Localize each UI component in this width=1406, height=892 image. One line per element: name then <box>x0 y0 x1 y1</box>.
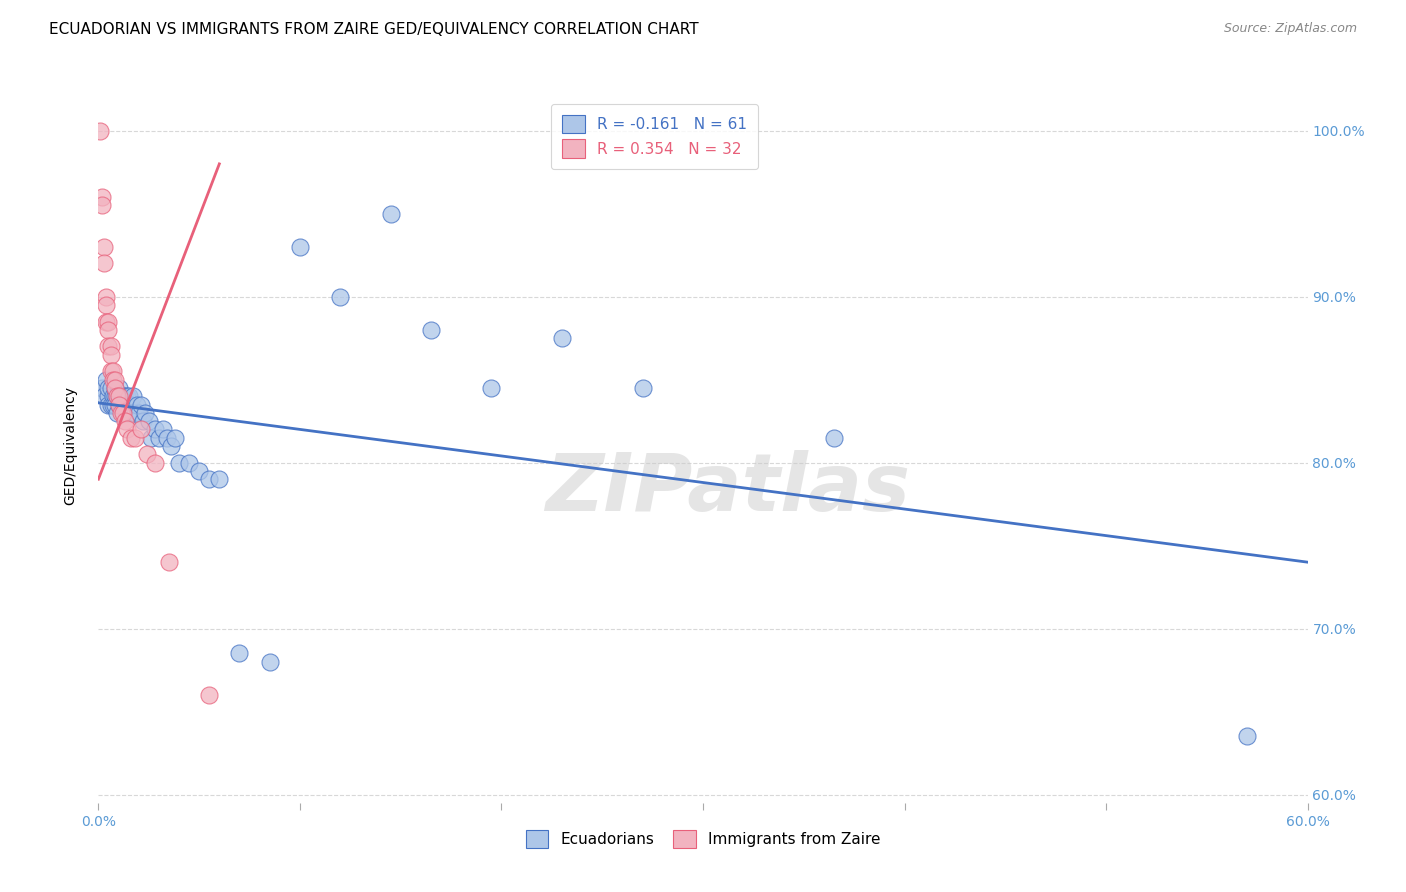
Point <box>135 447 157 461</box>
Point <box>96 290 118 304</box>
Point <box>110 406 132 420</box>
Point <box>103 381 125 395</box>
Point <box>107 389 129 403</box>
Point <box>329 290 352 304</box>
Point <box>121 389 143 403</box>
Point <box>228 647 250 661</box>
Point <box>101 373 124 387</box>
Point <box>288 240 311 254</box>
Point <box>110 397 132 411</box>
Point <box>188 464 211 478</box>
Point <box>107 397 129 411</box>
Point <box>160 439 183 453</box>
Point <box>420 323 443 337</box>
Point <box>129 397 152 411</box>
Point <box>100 348 122 362</box>
Y-axis label: GED/Equivalency: GED/Equivalency <box>63 386 77 506</box>
Point <box>105 406 128 420</box>
Point <box>103 389 125 403</box>
Text: Source: ZipAtlas.com: Source: ZipAtlas.com <box>1223 22 1357 36</box>
Point <box>97 389 120 403</box>
Text: ZIPatlas: ZIPatlas <box>544 450 910 528</box>
Point <box>105 389 128 403</box>
Point <box>96 298 118 312</box>
Point <box>120 431 142 445</box>
Point <box>93 240 115 254</box>
Point <box>121 406 143 420</box>
Point <box>111 389 134 403</box>
Point <box>97 397 120 411</box>
Point <box>101 397 124 411</box>
Point <box>118 389 141 403</box>
Point <box>132 414 155 428</box>
Point <box>208 472 231 486</box>
Point <box>96 314 118 328</box>
Point <box>103 373 125 387</box>
Point <box>100 397 122 411</box>
Point <box>156 431 179 445</box>
Point <box>631 381 654 395</box>
Point <box>101 389 124 403</box>
Point <box>198 472 221 486</box>
Point <box>138 414 160 428</box>
Point <box>157 555 180 569</box>
Point <box>114 397 136 411</box>
Point <box>93 256 115 270</box>
Point <box>823 431 845 445</box>
Point <box>167 456 190 470</box>
Point <box>91 198 114 212</box>
Point <box>125 397 148 411</box>
Point <box>91 381 114 395</box>
Point <box>120 397 142 411</box>
Point <box>93 389 115 403</box>
Point <box>481 381 503 395</box>
Point <box>107 397 129 411</box>
Point <box>143 422 166 436</box>
Point <box>115 389 138 403</box>
Point <box>107 389 129 403</box>
Point <box>124 406 146 420</box>
Point <box>100 364 122 378</box>
Point <box>89 124 111 138</box>
Point <box>152 422 174 436</box>
Point <box>143 456 166 470</box>
Point <box>128 406 150 420</box>
Point <box>114 414 136 428</box>
Point <box>551 331 574 345</box>
Point <box>198 688 221 702</box>
Point <box>107 381 129 395</box>
Point <box>380 207 402 221</box>
Point <box>111 397 134 411</box>
Point <box>110 389 132 403</box>
Point <box>103 397 125 411</box>
Point <box>114 389 136 403</box>
Point <box>259 655 281 669</box>
Point <box>103 381 125 395</box>
Point <box>100 339 122 353</box>
Point <box>148 431 170 445</box>
Legend: Ecuadorians, Immigrants from Zaire: Ecuadorians, Immigrants from Zaire <box>517 822 889 855</box>
Point <box>97 314 120 328</box>
Point <box>134 406 156 420</box>
Point <box>97 381 120 395</box>
Point <box>129 422 152 436</box>
Text: ECUADORIAN VS IMMIGRANTS FROM ZAIRE GED/EQUIVALENCY CORRELATION CHART: ECUADORIAN VS IMMIGRANTS FROM ZAIRE GED/… <box>49 22 699 37</box>
Point <box>97 323 120 337</box>
Point <box>179 456 201 470</box>
Point <box>105 389 128 403</box>
Point <box>115 406 138 420</box>
Point <box>139 431 162 445</box>
Point <box>96 373 118 387</box>
Point <box>97 339 120 353</box>
Point <box>163 431 186 445</box>
Point <box>111 406 134 420</box>
Point <box>91 190 114 204</box>
Point <box>115 422 138 436</box>
Point <box>1236 730 1258 744</box>
Point <box>100 381 122 395</box>
Point <box>118 397 141 411</box>
Point <box>101 364 124 378</box>
Point <box>124 431 146 445</box>
